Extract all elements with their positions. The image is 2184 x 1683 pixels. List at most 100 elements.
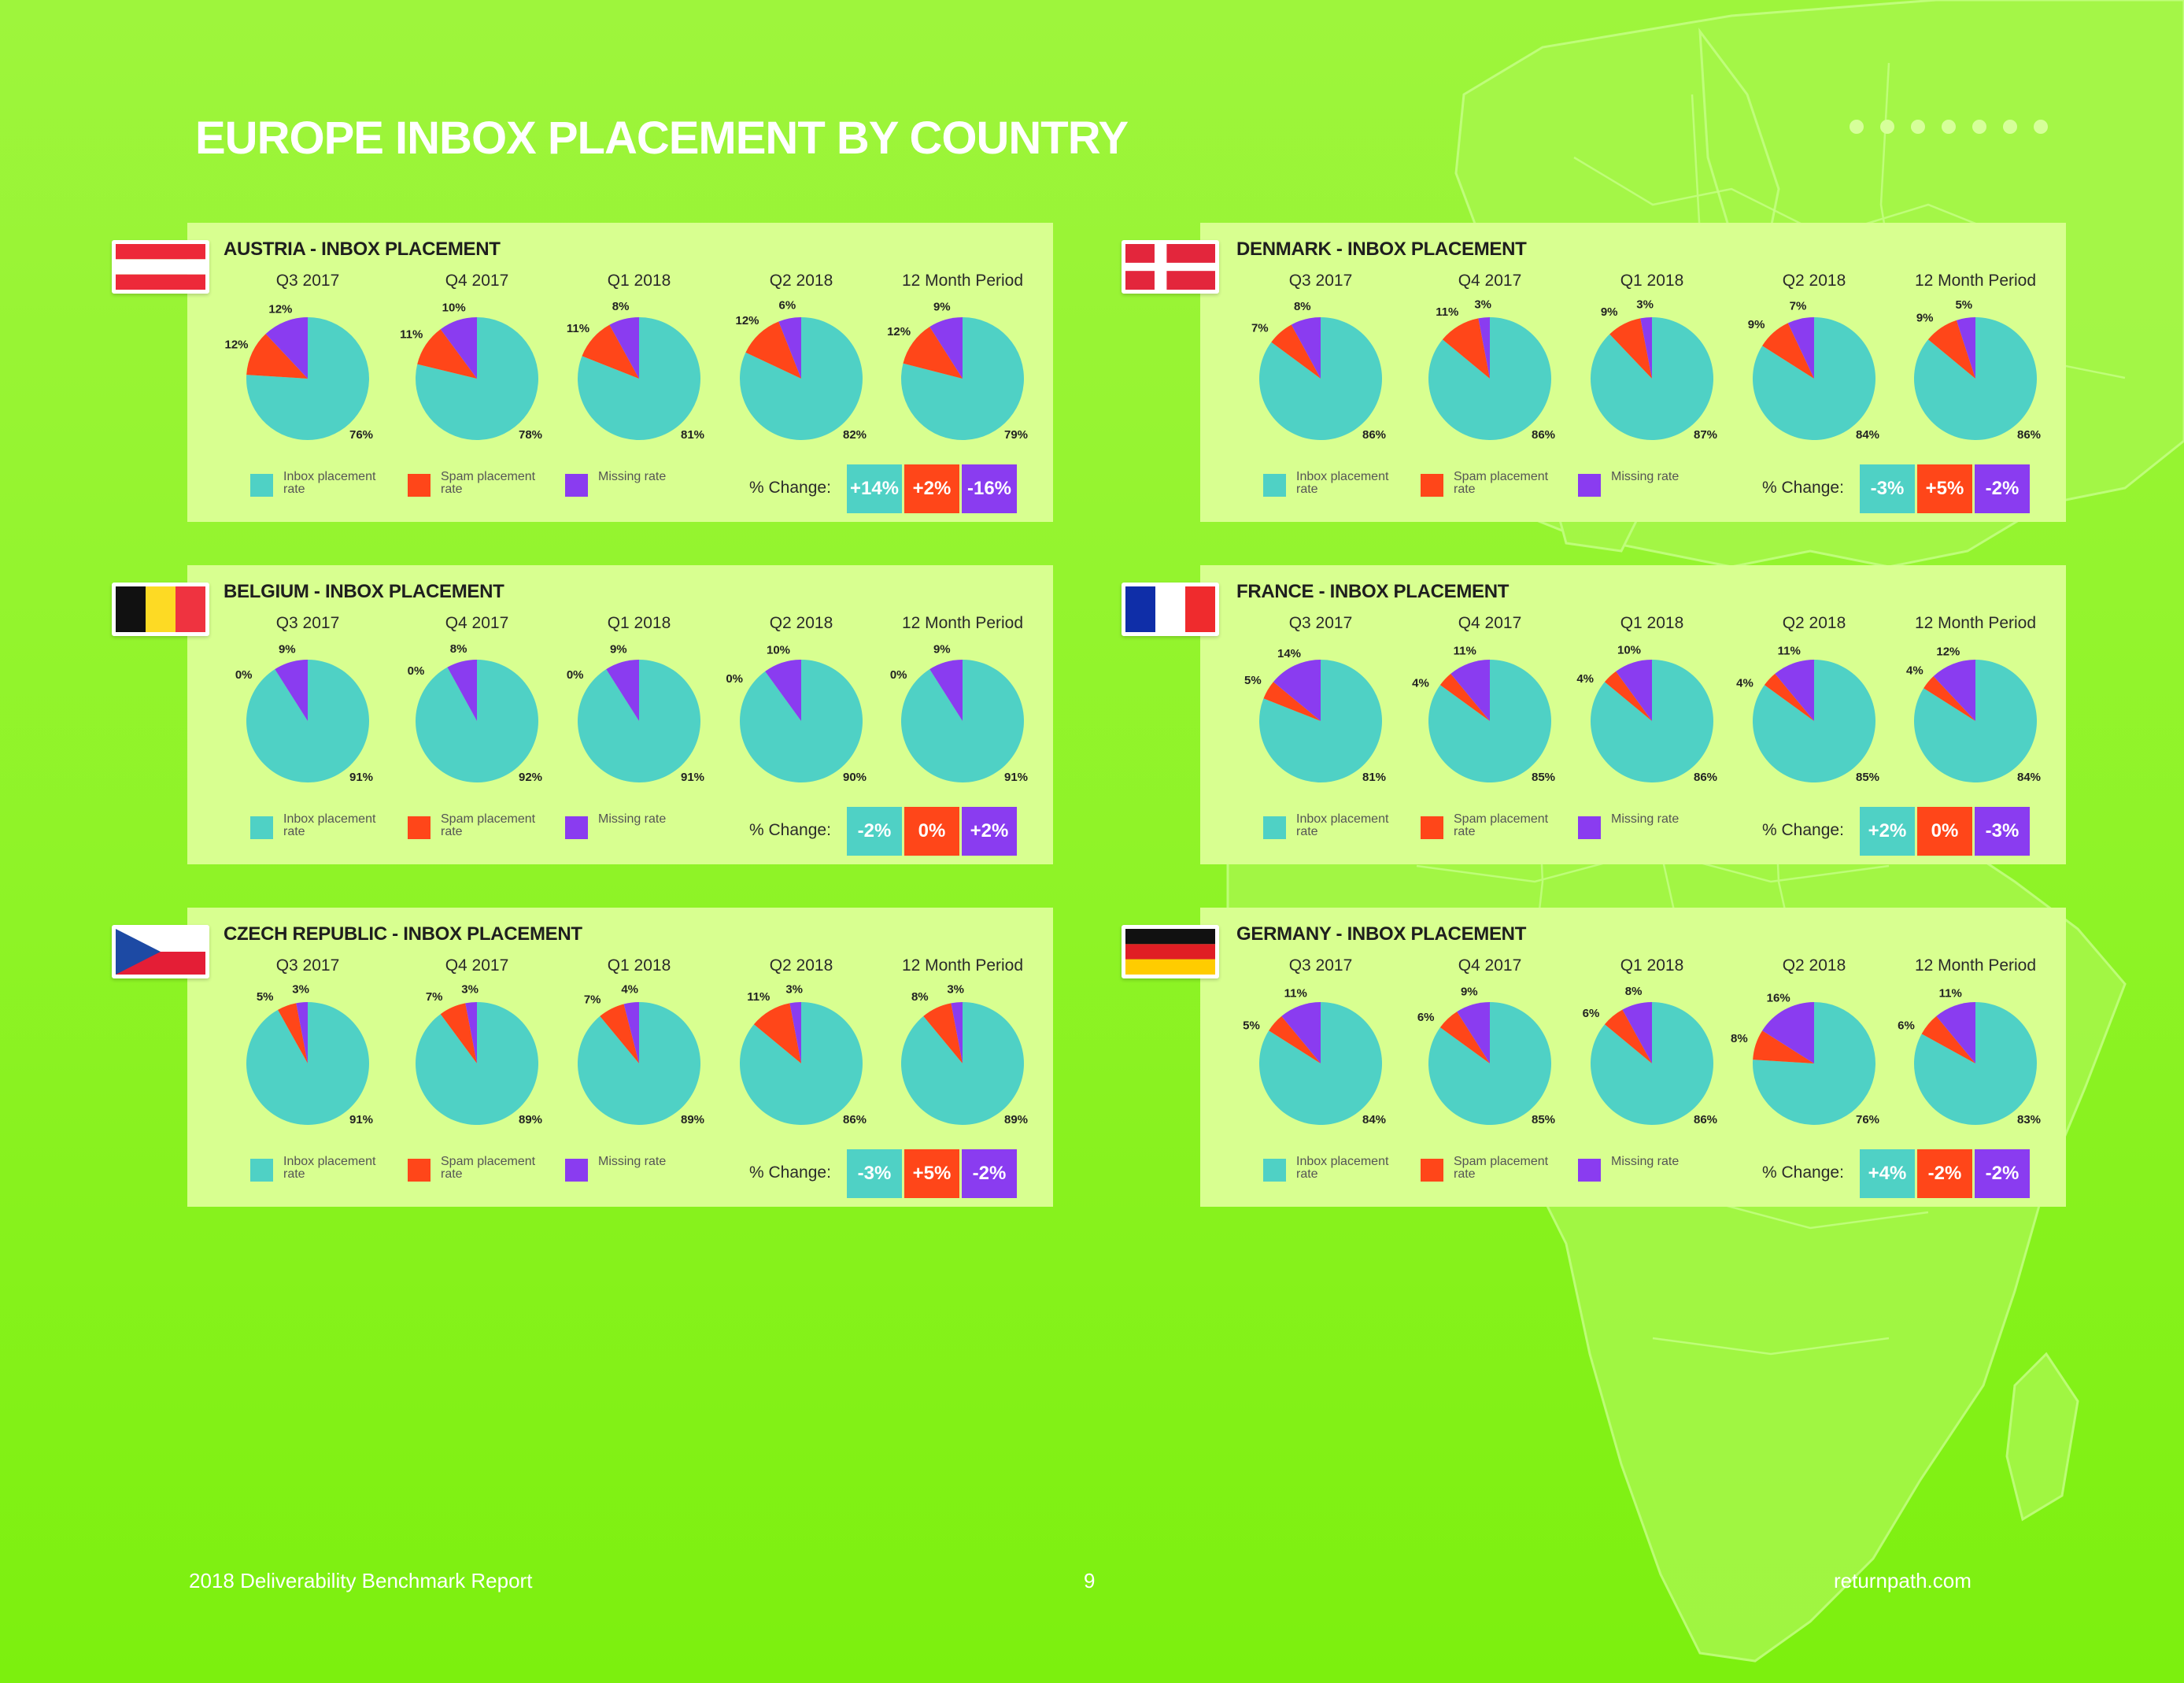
legend-label: Missing rate	[1611, 470, 1680, 483]
inbox-swatch	[250, 474, 273, 497]
inbox-slice	[739, 1002, 863, 1125]
missing-percent-label: 11%	[1454, 645, 1476, 658]
inbox-slice	[246, 1002, 370, 1125]
inbox-change-badge: -3%	[1860, 464, 1915, 513]
period-label: Q2 2018	[1783, 956, 1846, 975]
inbox-percent-label: 76%	[1856, 1113, 1879, 1126]
spam-slice	[1442, 318, 1490, 379]
spam-slice	[417, 329, 477, 379]
dot	[1911, 120, 1925, 134]
inbox-slice	[416, 660, 539, 782]
inbox-percent-label: 90%	[843, 771, 867, 784]
spam-percent-label: 12%	[224, 338, 248, 351]
spam-slice	[600, 1004, 639, 1063]
legend-label: Inbox placement rate	[283, 1155, 376, 1181]
legend-label: Inbox placement rate	[1296, 812, 1389, 838]
period-label: Q2 2018	[770, 614, 833, 632]
legend-label: Spam placement rate	[441, 470, 536, 496]
change-label: % Change:	[1762, 479, 1844, 497]
panel-title: CZECH REPUBLIC - INBOX PLACEMENT	[224, 923, 582, 945]
missing-percent-label: 14%	[1277, 647, 1301, 660]
missing-percent-label: 8%	[1625, 985, 1643, 998]
missing-percent-label: 8%	[1294, 300, 1311, 313]
missing-percent-label: 7%	[1790, 299, 1807, 313]
spam-slice	[1271, 324, 1321, 379]
period-label: 12 Month Period	[1915, 614, 2036, 632]
inbox-slice	[1590, 660, 1713, 782]
legend-inbox: Inbox placement rate	[1263, 1154, 1421, 1185]
pie-charts: Q3 2017 91% 9% 0% Q4 2017 92% 8% 0% Q1 2018 91% 9%…	[235, 614, 1028, 784]
missing-percent-label: 10%	[1617, 644, 1641, 657]
inbox-percent-label: 84%	[1856, 428, 1879, 442]
belgium-panel: BELGIUM - INBOX PLACEMENT Q3 2017 91% 9% 0%…	[187, 565, 1053, 864]
inbox-slice	[1428, 660, 1552, 782]
spam-change-badge: -2%	[1917, 1149, 1972, 1198]
spam-percent-label: 12%	[735, 314, 759, 327]
panel-title: FRANCE - INBOX PLACEMENT	[1236, 581, 1510, 602]
missing-slice	[929, 660, 963, 721]
missing-percent-label: 10%	[767, 644, 790, 657]
missing-swatch	[1578, 1159, 1601, 1182]
inbox-percent-label: 86%	[843, 1113, 867, 1126]
missing-slice	[778, 317, 801, 379]
inbox-swatch	[250, 1159, 273, 1182]
spam-slice	[1604, 1009, 1652, 1063]
inbox-change-badge: +2%	[1860, 807, 1915, 856]
change-label: % Change:	[749, 821, 831, 839]
missing-slice	[265, 317, 308, 379]
missing-slice	[1281, 1002, 1321, 1063]
spam-swatch	[1421, 474, 1443, 497]
missing-swatch	[565, 1159, 588, 1182]
missing-percent-label: 11%	[1939, 987, 1962, 1001]
inbox-percent-label: 89%	[681, 1113, 704, 1126]
missing-percent-label: 11%	[1778, 645, 1801, 658]
spam-slice	[1604, 671, 1652, 721]
missing-slice	[1640, 317, 1652, 379]
inbox-percent-label: 91%	[349, 1113, 373, 1126]
missing-percent-label: 8%	[612, 300, 630, 313]
legend-label: Spam placement rate	[1454, 470, 1549, 496]
missing-slice	[609, 317, 639, 379]
spam-slice	[582, 324, 639, 379]
pie-charts: Q3 2017 91% 3% 5% Q4 2017 89% 3% 7% Q1 2018 89% 4%…	[246, 956, 1028, 1126]
dot	[1850, 120, 1864, 134]
legend-label: Inbox placement rate	[1296, 470, 1389, 496]
missing-percent-label: 5%	[1955, 298, 1972, 312]
spam-slice	[1927, 320, 1975, 379]
spam-percent-label: 6%	[1898, 1019, 1915, 1032]
spam-percent-label: 11%	[400, 328, 423, 342]
missing-percent-label: 3%	[292, 982, 309, 996]
legend-label: Missing rate	[1611, 812, 1680, 826]
missing-slice	[606, 660, 639, 721]
austria-panel: AUSTRIA - INBOX PLACEMENT Q3 2017 76% 12% 1…	[187, 223, 1053, 522]
denmark-panel: DENMARK - INBOX PLACEMENT Q3 2017 86% 8% 7%…	[1200, 223, 2066, 522]
spam-slice	[246, 334, 308, 379]
legend-inbox: Inbox placement rate	[250, 1154, 408, 1185]
legend-spam: Spam placement rate	[1421, 469, 1578, 501]
missing-slice	[1478, 317, 1490, 379]
inbox-percent-label: 84%	[1362, 1113, 1386, 1126]
period-label: Q3 2017	[276, 956, 340, 975]
inbox-slice	[1428, 1002, 1552, 1125]
footer-website-link[interactable]: returnpath.com	[1834, 1569, 1972, 1592]
inbox-swatch	[250, 816, 273, 839]
spam-percent-label: 0%	[890, 668, 907, 682]
spam-slice	[903, 327, 963, 379]
spam-slice	[1923, 676, 1975, 721]
missing-slice	[1291, 317, 1321, 379]
missing-slice	[1936, 1002, 1975, 1063]
spam-change-badge: +2%	[904, 464, 959, 513]
spam-percent-label: 9%	[1748, 318, 1765, 331]
period-label: Q1 2018	[608, 272, 671, 290]
spam-slice	[440, 1003, 477, 1063]
spam-change-badge: +5%	[1917, 464, 1972, 513]
legend-spam: Spam placement rate	[1421, 812, 1578, 843]
missing-percent-label: 8%	[450, 642, 467, 656]
period-label: 12 Month Period	[1915, 956, 2036, 975]
spam-slice	[278, 1003, 308, 1063]
inbox-change-badge: -2%	[847, 807, 902, 856]
missing-slice	[447, 660, 477, 721]
missing-swatch	[1578, 816, 1601, 839]
spam-slice	[1762, 323, 1814, 379]
legend-inbox: Inbox placement rate	[250, 812, 408, 843]
